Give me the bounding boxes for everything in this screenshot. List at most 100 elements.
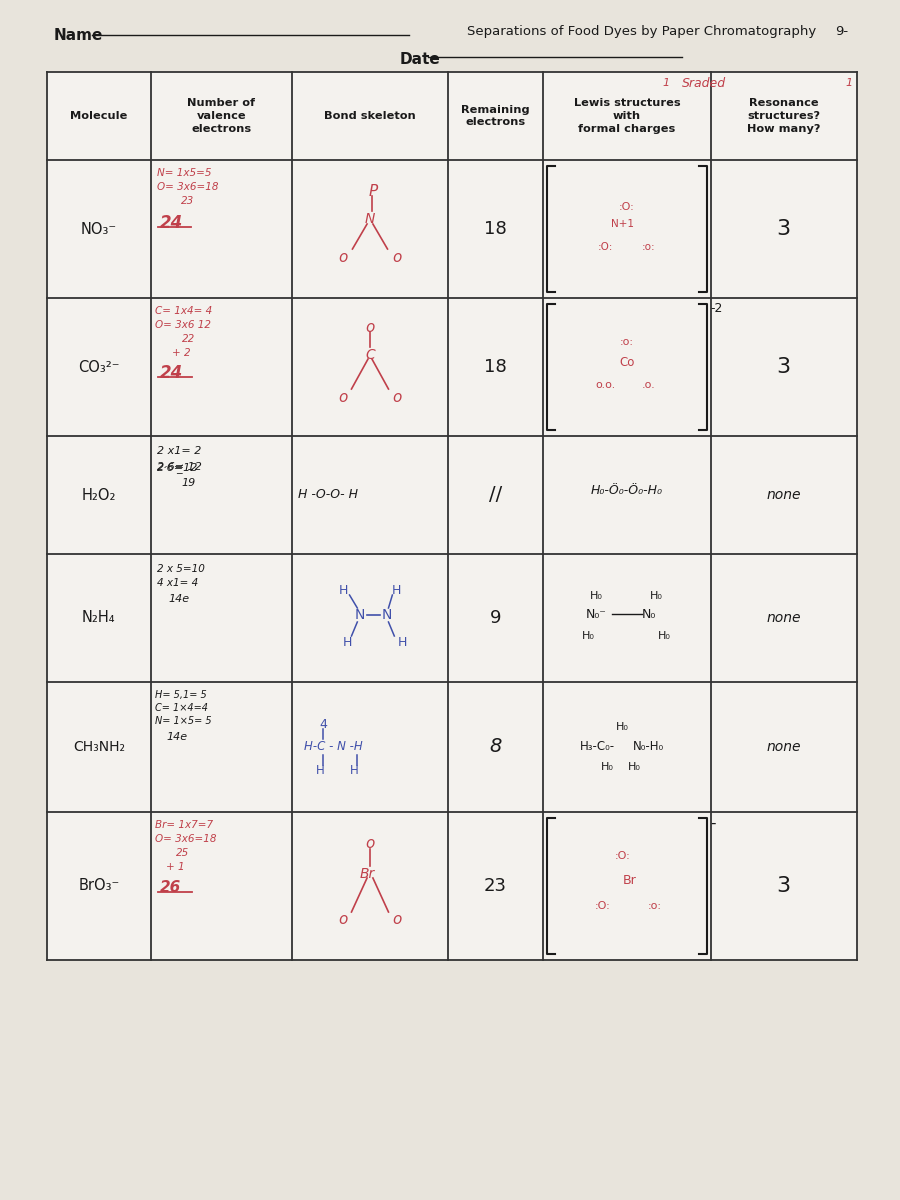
Text: 19: 19 bbox=[181, 478, 195, 488]
Text: 2 x1= 2: 2 x1= 2 bbox=[157, 446, 201, 456]
Text: :O:: :O: bbox=[615, 851, 630, 862]
Text: Bond skeleton: Bond skeleton bbox=[324, 110, 416, 121]
Text: Name: Name bbox=[53, 28, 103, 43]
Text: o: o bbox=[392, 390, 402, 404]
Text: Date: Date bbox=[400, 52, 440, 67]
Text: none: none bbox=[767, 740, 801, 754]
Text: 2·6= 12: 2·6= 12 bbox=[157, 462, 202, 472]
Text: H₀: H₀ bbox=[590, 590, 602, 601]
Text: 9-: 9- bbox=[835, 25, 849, 38]
Text: CO₃²⁻: CO₃²⁻ bbox=[78, 360, 120, 374]
Text: H₂O₂: H₂O₂ bbox=[82, 487, 116, 503]
Text: N: N bbox=[364, 212, 375, 226]
Text: //: // bbox=[489, 486, 502, 504]
Text: NO₃⁻: NO₃⁻ bbox=[81, 222, 117, 236]
Text: o: o bbox=[365, 319, 374, 335]
Text: o: o bbox=[392, 912, 402, 928]
Text: H: H bbox=[398, 636, 407, 648]
Text: H: H bbox=[392, 583, 400, 596]
Text: 22: 22 bbox=[182, 334, 195, 344]
Text: H₀: H₀ bbox=[658, 631, 670, 641]
Text: Sraded: Sraded bbox=[681, 77, 725, 90]
Text: o: o bbox=[338, 250, 347, 264]
Text: :O:: :O: bbox=[595, 901, 610, 911]
Text: Br= 1x7=7: Br= 1x7=7 bbox=[155, 820, 213, 830]
Text: Molecule: Molecule bbox=[70, 110, 128, 121]
Text: N₂H₄: N₂H₄ bbox=[82, 611, 115, 625]
Text: N₀-H₀: N₀-H₀ bbox=[633, 740, 664, 754]
Text: 4 x1= 4: 4 x1= 4 bbox=[157, 578, 198, 588]
Text: N: N bbox=[382, 608, 392, 622]
Text: CH₃NH₂: CH₃NH₂ bbox=[73, 740, 125, 754]
Text: 2·6=̲̒12: 2·6=̲̒12 bbox=[157, 462, 198, 473]
Text: H₀: H₀ bbox=[581, 631, 595, 641]
Text: o: o bbox=[338, 912, 347, 928]
Text: 14e: 14e bbox=[166, 732, 187, 742]
Text: o: o bbox=[392, 250, 402, 264]
Text: 3: 3 bbox=[777, 358, 791, 377]
Text: 24: 24 bbox=[159, 364, 183, 382]
Text: 4: 4 bbox=[320, 719, 328, 732]
Text: H₀: H₀ bbox=[628, 762, 641, 772]
Text: N₀: N₀ bbox=[642, 607, 655, 620]
Text: H: H bbox=[316, 764, 325, 778]
Text: 18: 18 bbox=[484, 220, 507, 238]
Text: O= 3x6=18: O= 3x6=18 bbox=[155, 834, 216, 844]
Text: H₃-C₀-: H₃-C₀- bbox=[580, 740, 616, 754]
Text: Number of
valence
electrons: Number of valence electrons bbox=[187, 98, 256, 133]
Text: O= 3x6=18: O= 3x6=18 bbox=[157, 182, 219, 192]
Text: Resonance
structures?
How many?: Resonance structures? How many? bbox=[747, 98, 821, 133]
Text: BrO₃⁻: BrO₃⁻ bbox=[78, 878, 120, 894]
Text: o.o.: o.o. bbox=[596, 380, 616, 390]
Text: H= 5,1= 5: H= 5,1= 5 bbox=[155, 690, 207, 700]
Text: N= 1×5= 5: N= 1×5= 5 bbox=[155, 716, 212, 726]
Text: 14e: 14e bbox=[168, 594, 190, 604]
Text: -2: -2 bbox=[711, 302, 723, 314]
Text: H -O-O- H: H -O-O- H bbox=[298, 488, 358, 502]
Text: C: C bbox=[365, 348, 374, 362]
Text: 24: 24 bbox=[159, 214, 183, 232]
Text: H: H bbox=[339, 583, 348, 596]
Text: 26: 26 bbox=[159, 880, 181, 895]
Text: 1: 1 bbox=[662, 78, 670, 88]
Text: + 2: + 2 bbox=[172, 348, 191, 358]
Text: 18: 18 bbox=[484, 358, 507, 376]
Text: 3: 3 bbox=[777, 218, 791, 239]
Text: H: H bbox=[343, 636, 352, 648]
Text: Remaining
electrons: Remaining electrons bbox=[462, 104, 530, 127]
Text: :o:: :o: bbox=[642, 242, 655, 252]
Text: 25: 25 bbox=[176, 848, 190, 858]
Text: H₀: H₀ bbox=[650, 590, 662, 601]
Text: H: H bbox=[350, 764, 359, 778]
Text: 9: 9 bbox=[490, 608, 501, 626]
Text: o: o bbox=[365, 836, 374, 852]
Text: 1: 1 bbox=[845, 78, 852, 88]
Text: 23: 23 bbox=[484, 877, 507, 895]
Text: H₀: H₀ bbox=[616, 722, 628, 732]
Text: :O:: :O: bbox=[619, 202, 634, 212]
Text: N+1: N+1 bbox=[610, 218, 634, 229]
Text: C= 1×4=4: C= 1×4=4 bbox=[155, 703, 208, 713]
Text: Separations of Food Dyes by Paper Chromatography: Separations of Food Dyes by Paper Chroma… bbox=[467, 25, 816, 38]
Text: :o:: :o: bbox=[647, 901, 662, 911]
Text: C= 1x4= 4: C= 1x4= 4 bbox=[155, 306, 212, 316]
Text: N₀⁻: N₀⁻ bbox=[585, 607, 607, 620]
Text: 2 x 5=10: 2 x 5=10 bbox=[157, 564, 204, 574]
Text: 23: 23 bbox=[181, 196, 194, 206]
Text: 8: 8 bbox=[490, 738, 502, 756]
Text: none: none bbox=[767, 488, 801, 502]
Text: 3: 3 bbox=[777, 876, 791, 896]
Text: :o:: :o: bbox=[620, 337, 634, 347]
Text: o: o bbox=[338, 390, 347, 404]
Text: N: N bbox=[355, 608, 365, 622]
Text: H-C - N -H: H-C - N -H bbox=[304, 740, 363, 754]
Text: P: P bbox=[368, 184, 377, 198]
Text: :O:: :O: bbox=[598, 242, 613, 252]
Text: none: none bbox=[767, 611, 801, 625]
Text: O= 3x6 12: O= 3x6 12 bbox=[155, 320, 211, 330]
Text: + 1: + 1 bbox=[166, 862, 185, 872]
Text: H₀: H₀ bbox=[601, 762, 614, 772]
Text: Br: Br bbox=[359, 866, 374, 881]
Text: -: - bbox=[711, 816, 716, 830]
Text: Br: Br bbox=[623, 874, 637, 887]
